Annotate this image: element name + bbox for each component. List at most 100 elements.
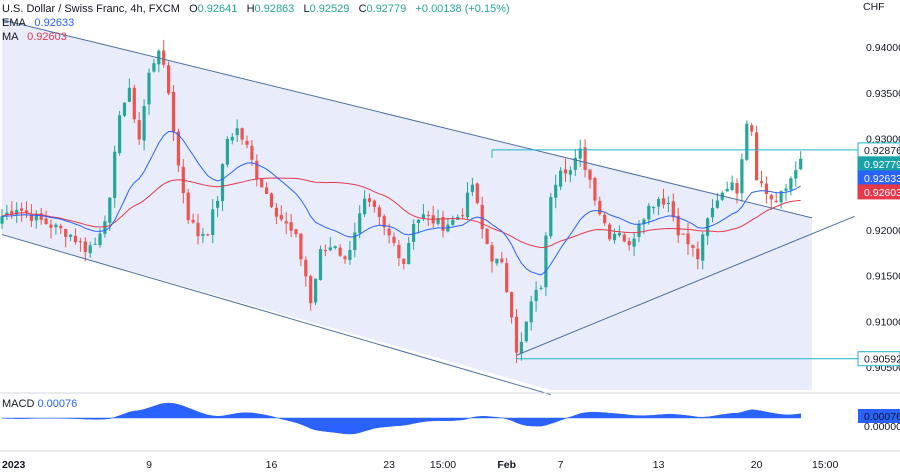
candle-body [794,170,798,179]
candle-body [603,214,607,224]
candle-body [196,222,200,237]
candle-body [294,229,298,235]
candle-body [279,214,283,220]
candle-body [696,248,700,260]
candle-body [759,181,764,184]
candle-body [647,205,651,220]
candle-body [563,169,568,174]
candle-body [284,221,288,224]
candle-body [245,140,249,145]
candle-body [230,136,234,141]
candle-body [137,120,141,140]
candle-body [171,91,176,133]
candle-body [549,197,553,237]
candle-body [24,210,29,214]
candle-body [554,184,558,198]
candle-body [608,224,612,240]
candle-body [519,342,523,354]
macd-area [1,402,801,435]
ma-label: MA [2,31,18,43]
candle-body [544,235,548,288]
macd-value: 0.00076 [37,398,78,410]
candle-body [176,131,180,166]
candle-body [314,278,318,303]
candle-body [103,221,107,234]
candle-body [710,207,715,218]
candle-body [426,214,430,216]
candle-body [323,250,327,252]
ohlc-o-label: O [189,3,198,15]
candle-body [779,191,783,203]
candle-body [216,200,220,208]
candle-body [671,201,675,218]
price-badge [857,351,900,367]
candle-body [475,183,479,204]
macd-pane[interactable]: 0.00076 0.00000 [0,392,900,452]
candle-body [269,193,274,208]
macd-legend: MACD 0.00076 [2,398,77,410]
candle-body [789,178,793,190]
candle-body [774,200,778,203]
candle-body [451,219,455,225]
candle-body [573,157,577,170]
macd-zero-tick: 0.00000 [864,421,900,433]
time-tick-label: 23 [383,459,395,471]
candle-body [524,321,528,342]
channel-lower-line [1,234,551,396]
candle-body [676,215,680,236]
candle-body [559,170,563,187]
candle-body [416,219,421,224]
candle-body [568,170,572,175]
candle-body [343,256,347,260]
candle-body [108,197,112,223]
candle-body [593,177,597,201]
price-axis[interactable]: CHF 0.940000.935000.930000.925000.920000… [857,1,900,374]
price-badge-label: 0.92633 [864,173,900,185]
candle-body [255,160,259,180]
candle-body [490,245,494,262]
time-tick-label: 2023 [2,459,26,471]
candle-body [588,169,592,180]
candle-body [412,223,416,242]
candle-body [10,210,14,215]
time-axis[interactable]: 2023 9 16 23 15:00 Feb 7 13 20 15:00 [2,459,838,471]
channel-fill [2,19,812,390]
candle-body [735,183,739,194]
candle-body [34,214,38,221]
candle-body [701,234,705,261]
candle-body [39,213,43,220]
candle-body [681,233,685,235]
candle-body [465,192,470,218]
candle-body [666,202,670,204]
candle-body [691,245,695,248]
candle-body [93,243,97,245]
candle-body [250,145,254,160]
candle-body [265,187,269,194]
candle-body [348,250,352,261]
ohlc-h-label: H [246,3,255,15]
candle-body [0,216,4,224]
candle-body [274,207,278,217]
time-tick-label: 16 [266,459,278,471]
ohlc-o-value: 0.92641 [197,3,238,15]
price-badge-label: 0.92779 [864,159,900,171]
candle-body [98,233,102,246]
ema-label: EMA [2,17,26,29]
macd-label: MACD [2,398,35,410]
macd-badge [858,409,900,423]
candle-body [49,224,53,228]
candle-body [397,244,401,259]
candle-body [142,106,146,141]
candle-body [328,247,332,251]
candle-body [64,228,68,237]
price-plot[interactable] [0,19,862,396]
candle-body [162,50,166,65]
candle-body [54,224,58,228]
candle-body [764,183,768,195]
candle-body [44,218,48,225]
candle-body [730,182,734,191]
candle-body [289,222,293,231]
